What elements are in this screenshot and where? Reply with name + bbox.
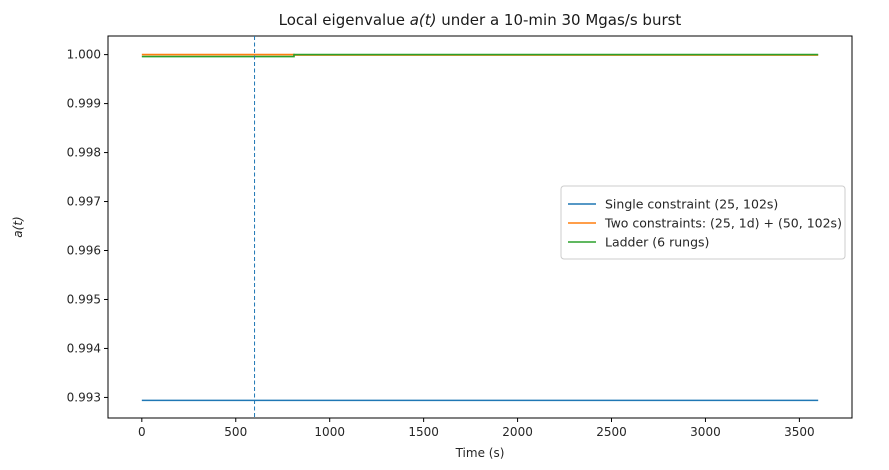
y-axis-label: a(t) (11, 216, 25, 237)
plot-frame (107, 35, 853, 419)
y-tick-label: 0.993 (67, 390, 101, 404)
legend-label: Single constraint (25, 102s) (605, 197, 778, 212)
x-tick-label: 2000 (502, 425, 533, 439)
plot-area (107, 35, 853, 419)
x-tick-label: 0 (138, 425, 146, 439)
chart-title: Local eigenvalue a(t) under a 10-min 30 … (279, 11, 682, 29)
x-axis-label: Time (s) (455, 446, 505, 460)
legend: Single constraint (25, 102s) Two constrai… (560, 185, 846, 260)
y-tick-label: 0.997 (67, 195, 101, 209)
x-axis: 0 500 1000 1500 2000 2500 3000 3500 (138, 418, 815, 439)
x-tick-label: 2500 (596, 425, 627, 439)
y-tick-label: 1.000 (67, 48, 101, 62)
y-tick-label: 0.995 (67, 292, 101, 306)
y-tick-label: 0.994 (67, 341, 101, 355)
x-tick-label: 1000 (314, 425, 345, 439)
y-tick-label: 0.996 (67, 244, 101, 258)
y-tick-label: 0.999 (67, 97, 101, 111)
y-tick-label: 0.998 (67, 146, 101, 160)
x-tick-label: 3000 (690, 425, 721, 439)
chart-title-math: a(t) (410, 11, 437, 29)
legend-box (560, 185, 846, 260)
x-tick-label: 500 (224, 425, 247, 439)
x-tick-label: 3500 (784, 425, 815, 439)
series-line-2 (141, 53, 819, 58)
legend-label: Two constraints: (25, 1d) + (50, 102s) (604, 216, 842, 231)
x-tick-label: 1500 (408, 425, 439, 439)
legend-label: Ladder (6 rungs) (605, 235, 709, 250)
y-axis: 0.993 0.994 0.995 0.996 0.997 0.998 0.999 1.000 (67, 48, 108, 404)
